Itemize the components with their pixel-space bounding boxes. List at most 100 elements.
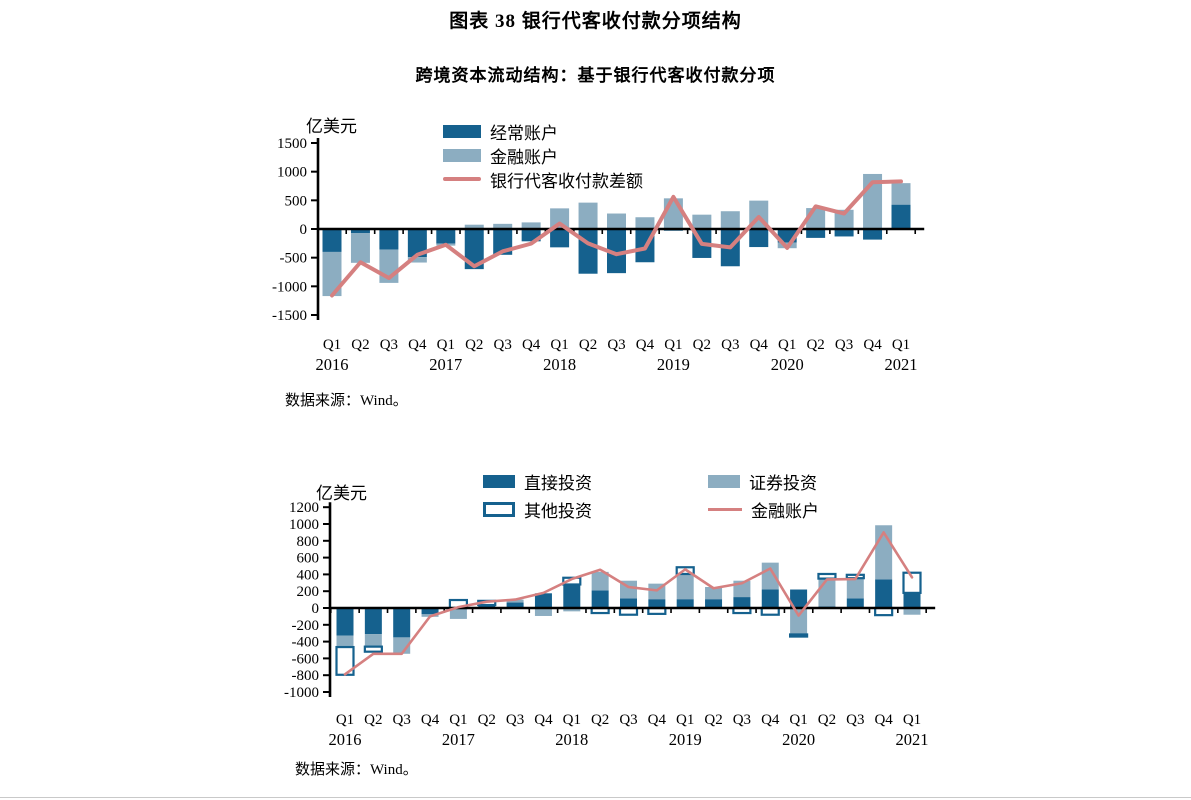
y-tick-label: -1000 [284,685,319,701]
chart-title: 跨境资本流动结构：基于银行代客收付款分项 [415,66,776,85]
bar-segment [676,573,694,600]
bar-segment [506,602,524,608]
bar-segment [322,229,342,252]
chart1-legend-row-balance: 银行代客收付款差额 [443,167,643,191]
bar-segment [407,257,427,263]
bars-layer [335,525,922,676]
quarter-label: Q2 [465,337,483,353]
bar-segment [834,229,854,237]
axes-layer: -1000-800-600-400-2000200400600800100012… [284,500,936,701]
bar-segment [761,589,779,608]
year-label: 2021 [885,355,918,374]
quarter-label: Q4 [408,337,427,353]
bar-segment [563,608,581,612]
bar-segment [364,634,382,647]
bar-segment [663,198,683,229]
figure-caption: 图表 38 银行代客收付款分项结构 [449,11,742,32]
quarter-label: Q2 [579,337,597,353]
bar-segment [834,209,854,229]
financial-account-line-label: 金融账户 [751,501,819,521]
y-tick-label: 600 [297,551,320,567]
year-label: 2016 [329,730,362,749]
quarter-label: Q1 [676,712,694,728]
year-label: 2020 [782,730,815,749]
bar-segment [648,599,666,608]
year-label: 2017 [442,730,475,749]
quarter-label: Q3 [393,712,411,728]
bars-layer [322,173,911,297]
bar-segment [379,229,399,250]
bar-segment [790,589,808,608]
quarter-label: Q3 [506,712,524,728]
bar-segment [620,598,637,608]
y-tick-label: 800 [297,534,320,550]
y-tick-label: 0 [312,601,320,617]
bar-segment [563,584,581,608]
quarter-label: Q3 [835,337,853,353]
line-series [343,531,914,676]
balance-line-label: 银行代客收付款差额 [490,171,643,191]
quarter-label: Q1 [789,712,807,728]
y-tick-label: -1500 [272,308,307,324]
bar-segment [607,229,626,274]
chart1-unit-label: 亿美元 [306,117,357,136]
line-series [330,179,903,298]
bar-segment [506,599,524,603]
securities-investment-swatch-icon [708,474,740,488]
securities-investment-label: 证券投资 [749,473,817,493]
bar-segment [903,592,921,608]
y-tick-label: -600 [292,651,320,667]
bar-segment [720,211,740,229]
current-account-swatch-icon [443,124,481,138]
current-account-label: 经常账户 [490,123,558,143]
quarter-label: Q2 [806,337,824,353]
bar-segment [550,229,570,248]
year-label: 2018 [543,355,576,374]
bar-segment [749,229,769,248]
y-tick-label: -400 [292,635,320,651]
quarter-label: Q4 [636,337,655,353]
financial-account-line-swatch-icon [708,507,742,511]
y-tick-label: 200 [297,584,320,600]
bar-segment [521,222,541,229]
y-tick-label: 1500 [277,136,307,152]
bar-segment [902,571,922,594]
quarter-label: Q4 [863,337,882,353]
chart2-unit-label: 亿美元 [316,484,367,503]
bar-segment [891,204,911,229]
bar-segment [478,605,496,608]
year-label: 2017 [429,355,462,374]
chart2-legend-other-investment: 其他投资 [483,498,592,521]
quarter-label: Q3 [721,337,739,353]
quarter-label: Q4 [522,337,541,353]
y-tick-label: 1200 [289,500,319,516]
quarter-label: Q2 [693,337,711,353]
quarter-label: Q3 [846,712,864,728]
quarter-label: Q4 [421,712,440,728]
bar-segment [875,579,893,608]
bar-segment [846,578,864,599]
quarter-label: Q2 [351,337,369,353]
bar-segment [336,608,354,636]
bar-segment [591,590,609,608]
chart1-legend-row-financial-account: 金融账户 [443,143,643,167]
bar-segment [407,229,427,258]
bar-segment [817,572,837,580]
bar-segment [421,608,439,615]
y-tick-label: 400 [297,567,320,583]
bar-segment [336,635,354,648]
bar-segment [534,608,552,616]
bar-segment [493,223,513,229]
bar-segment [692,214,712,229]
quarter-label: Q3 [619,712,637,728]
bar-segment [591,571,609,591]
quarter-label: Q1 [563,712,581,728]
y-tick-label: -200 [292,618,320,634]
y-tick-label: 1000 [277,165,307,181]
quarter-label: Q2 [591,712,609,728]
axes-layer: -1500 -1000 -500 0 500 1000 1500 [272,136,925,324]
quarter-label: Q2 [478,712,496,728]
